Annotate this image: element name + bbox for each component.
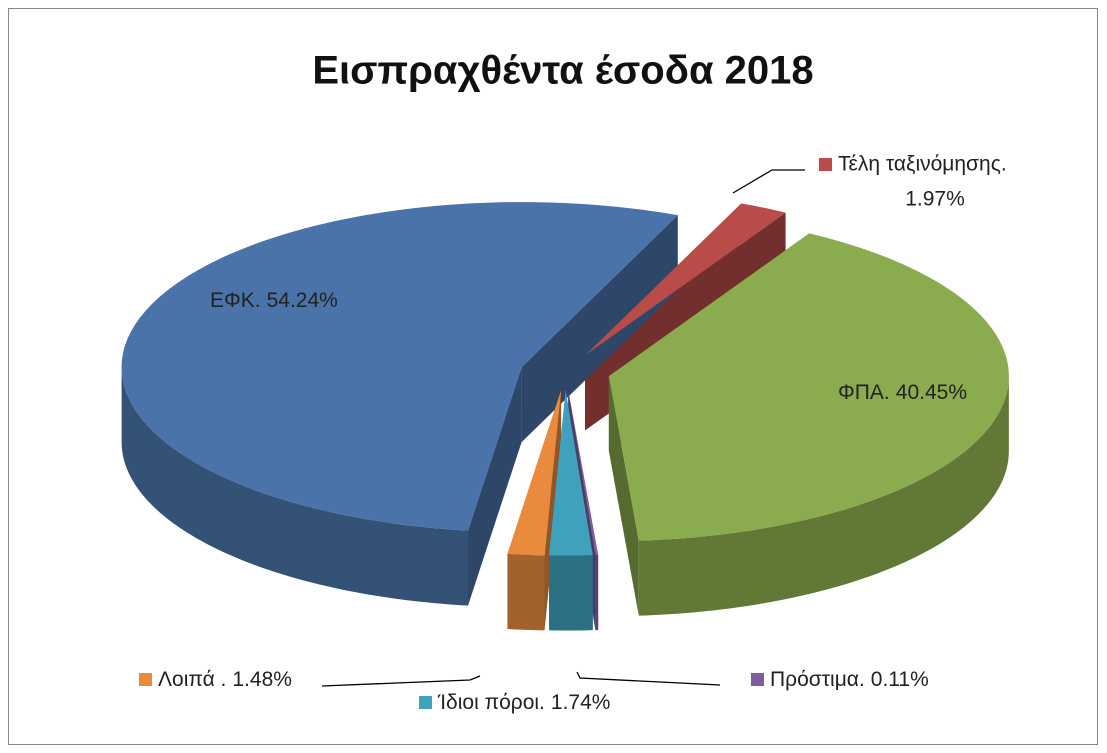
labels: ΕΦΚ. 54.24% Τέλη ταξινόμησης. 1.97% ΦΠΑ. 40.4… <box>139 153 1007 714</box>
data-label-category: Λοιπά . <box>158 668 226 691</box>
data-label-category: ΦΠΑ. <box>838 381 890 404</box>
slice <box>568 390 599 556</box>
data-label: Λοιπά . 1.48% <box>158 668 292 691</box>
data-label-value: 54.24% <box>267 289 338 312</box>
slice-side <box>549 555 593 631</box>
legend-swatch <box>751 673 764 686</box>
slice <box>585 203 786 356</box>
leader-line <box>576 671 721 686</box>
slice <box>507 390 562 556</box>
data-label-value: 40.45% <box>896 381 967 404</box>
slice-tops <box>121 202 1009 556</box>
data-label-value: 1.74% <box>551 691 611 714</box>
data-label-category: Ίδιοι πόροι. <box>437 691 545 714</box>
slice <box>608 233 1009 541</box>
data-label: ΦΠΑ. 40.45% <box>838 381 967 404</box>
data-label: Πρόστιμα. 0.11% <box>770 668 929 691</box>
slice-side <box>638 376 1009 616</box>
data-label-value: 1.48% <box>232 668 292 691</box>
slice-side <box>544 390 562 631</box>
legend-swatch <box>419 696 432 709</box>
slice-side <box>521 215 678 443</box>
slice-side <box>121 367 469 606</box>
slice-side <box>468 367 522 606</box>
data-label: ΕΦΚ. 54.24% <box>210 289 338 312</box>
leader-line <box>321 675 481 687</box>
legend-swatch <box>819 158 832 171</box>
data-label-category: Πρόστιμα. <box>770 668 865 691</box>
data-label-value: 0.11% <box>871 668 929 691</box>
slice-side <box>595 555 599 631</box>
legend-swatch <box>139 673 152 686</box>
data-label-value: 1.97% <box>905 188 965 211</box>
data-label-category: ΕΦΚ. <box>210 289 261 312</box>
data-label-category: Τέλη ταξινόμησης. <box>838 153 1007 176</box>
data-label: Ίδιοι πόροι. 1.74% <box>437 691 610 714</box>
legend-swatch <box>191 294 204 307</box>
slice-side <box>608 376 639 616</box>
slice <box>121 202 678 531</box>
chart-title: Εισπραχθέντα έσοδα 2018 <box>312 49 813 93</box>
slice-side <box>507 554 545 631</box>
leader-line <box>732 169 805 194</box>
slice <box>549 390 593 556</box>
legend-swatch <box>819 386 832 399</box>
